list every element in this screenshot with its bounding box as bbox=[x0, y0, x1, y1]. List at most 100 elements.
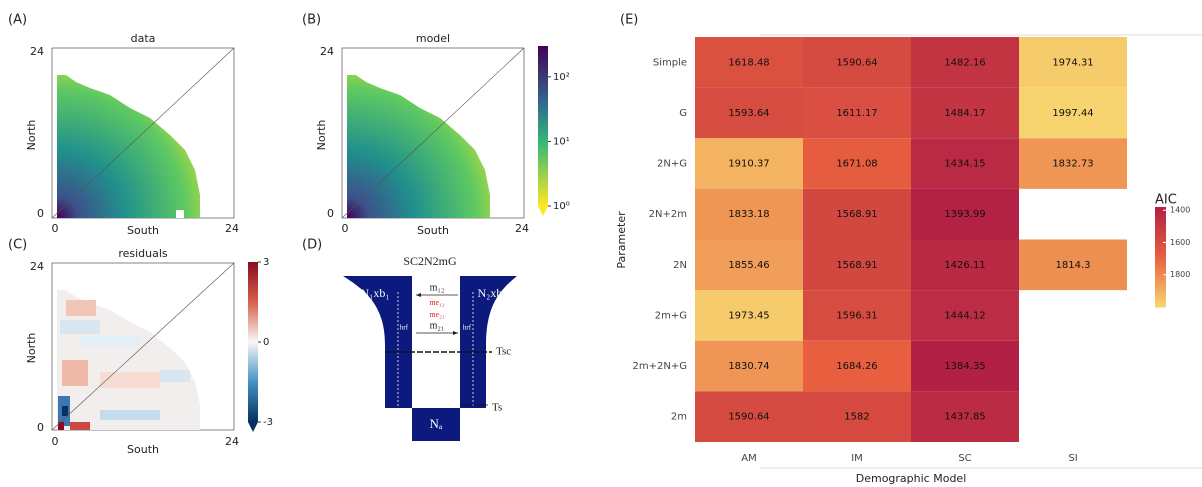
heatmap-cell bbox=[695, 87, 803, 139]
cell-label: 1593.64 bbox=[728, 108, 769, 119]
column-label: SI bbox=[1068, 453, 1077, 464]
legend-gradient bbox=[1155, 217, 1166, 221]
legend-gradient bbox=[1155, 233, 1166, 238]
panel-e: (E) Demographic Model Parameter AIC bbox=[615, 13, 1202, 485]
y-axis-label: North bbox=[25, 120, 38, 151]
row-label: 2N+G bbox=[657, 159, 687, 170]
y-tick-label: 24 bbox=[30, 260, 44, 273]
heatmap-cell bbox=[803, 188, 911, 240]
heatmap-cell bbox=[1019, 37, 1127, 88]
heatmap-cell bbox=[911, 391, 1019, 442]
cell-label: 1590.64 bbox=[728, 412, 769, 423]
colorbar-extend bbox=[248, 422, 258, 432]
heatmap-cell bbox=[911, 188, 1019, 240]
colorbar-tick-label: -3 bbox=[263, 417, 273, 428]
legend-tick-label: 1400 bbox=[1170, 206, 1190, 215]
heatmap-cell bbox=[695, 239, 803, 291]
migration-label: m₂₁ bbox=[430, 320, 445, 331]
cell-label: 1437.85 bbox=[944, 412, 985, 423]
row-label: 2m bbox=[671, 412, 687, 423]
cell-label: 1568.91 bbox=[836, 260, 877, 271]
heatmap-cell bbox=[695, 340, 803, 392]
x-tick-label: 0 bbox=[52, 222, 59, 235]
legend-gradient bbox=[1155, 300, 1166, 305]
legend-title: AIC bbox=[1155, 193, 1177, 208]
colorbar bbox=[538, 46, 548, 206]
colorbar-tick-label: 10² bbox=[553, 72, 570, 83]
heatmap-cell bbox=[695, 290, 803, 341]
heatmap-cell bbox=[803, 290, 911, 341]
hrf-label: hrf bbox=[463, 324, 472, 332]
ancestral-population bbox=[412, 408, 460, 441]
colorbar-tick-label: 10¹ bbox=[553, 136, 570, 147]
migration-label: me₂₁ bbox=[429, 310, 445, 319]
population-1 bbox=[343, 276, 412, 408]
legend-gradient bbox=[1155, 207, 1166, 211]
legend-gradient bbox=[1155, 303, 1166, 308]
y-tick-label: 24 bbox=[320, 45, 334, 58]
heatmap-cell bbox=[803, 87, 911, 139]
cell-label: 1814.3 bbox=[1056, 260, 1091, 271]
y-tick-label: 0 bbox=[37, 421, 44, 434]
heatmap-cell bbox=[911, 138, 1019, 189]
x-axis-label: South bbox=[417, 224, 449, 237]
legend-gradient bbox=[1155, 280, 1166, 285]
legend-gradient bbox=[1155, 290, 1166, 295]
heatmap-cell bbox=[803, 391, 911, 442]
heatmap-cell bbox=[911, 239, 1019, 291]
legend-gradient bbox=[1155, 297, 1166, 301]
pop-label: N₁xb₁ bbox=[360, 286, 389, 300]
row-label: G bbox=[679, 108, 687, 119]
cell-label: 1997.44 bbox=[1052, 108, 1093, 119]
cell-label: 1434.15 bbox=[944, 159, 985, 170]
y-tick-label: 0 bbox=[327, 207, 334, 220]
cell-label: 1618.48 bbox=[728, 57, 769, 68]
heatmap-cell bbox=[911, 87, 1019, 139]
cell-label: 1484.17 bbox=[944, 108, 985, 119]
x-axis-label: South bbox=[127, 224, 159, 237]
column-label: SC bbox=[958, 453, 971, 464]
heatmap-cell bbox=[1019, 87, 1127, 139]
y-tick-label: 24 bbox=[30, 45, 44, 58]
ancestral-label: Nₐ bbox=[430, 416, 443, 431]
legend-gradient bbox=[1155, 273, 1166, 278]
heatmap-cell bbox=[911, 290, 1019, 341]
x-tick-label: 24 bbox=[225, 435, 239, 448]
cell-label: 1611.17 bbox=[836, 108, 877, 119]
row-label: 2m+2N+G bbox=[633, 361, 687, 372]
cell-label: 1671.08 bbox=[836, 159, 877, 170]
colorbar-tick-label: 0 bbox=[263, 337, 269, 348]
legend-gradient bbox=[1155, 267, 1166, 271]
migration-label: me₁₂ bbox=[429, 298, 445, 307]
heatmap-cell bbox=[695, 138, 803, 189]
cell-label: 1973.45 bbox=[728, 310, 769, 321]
panel-title: model bbox=[416, 32, 450, 45]
colorbar-extend bbox=[538, 206, 548, 216]
y-axis-label: Parameter bbox=[615, 211, 628, 269]
arrow-head bbox=[453, 331, 458, 335]
legend-gradient bbox=[1155, 247, 1166, 251]
panel-label: (C) bbox=[8, 238, 27, 253]
x-tick-label: 24 bbox=[225, 222, 239, 235]
time-label: Tsc bbox=[496, 346, 511, 358]
migration-label: m₁₂ bbox=[430, 282, 445, 293]
x-axis-label: South bbox=[127, 443, 159, 456]
colorbar-tick-label: 3 bbox=[263, 257, 269, 268]
cell-label: 1855.46 bbox=[728, 260, 769, 271]
cell-label: 1568.91 bbox=[836, 209, 877, 220]
legend-gradient bbox=[1155, 240, 1166, 245]
y-axis-label: North bbox=[25, 333, 38, 364]
panel-label: (E) bbox=[620, 13, 638, 28]
legend-gradient bbox=[1155, 287, 1166, 291]
legend-tick-label: 1600 bbox=[1170, 238, 1190, 247]
cell-label: 1590.64 bbox=[836, 57, 877, 68]
population-2 bbox=[460, 276, 517, 408]
hrf-label: hrf bbox=[400, 324, 409, 332]
cell-label: 1974.31 bbox=[1052, 57, 1093, 68]
legend-tick-label: 1800 bbox=[1170, 270, 1190, 279]
cell-label: 1426.11 bbox=[944, 260, 985, 271]
legend-gradient bbox=[1155, 263, 1166, 268]
heatmap-cell bbox=[803, 138, 911, 189]
